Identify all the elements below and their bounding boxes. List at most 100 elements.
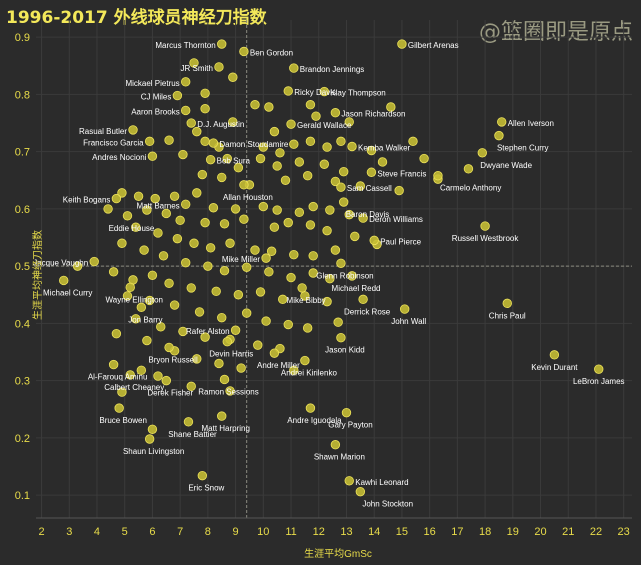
- scatter-point: [122, 211, 133, 221]
- scatter-point: [72, 261, 83, 271]
- scatter-point: [358, 213, 368, 223]
- scatter-point: [128, 125, 138, 135]
- scatter-point: [494, 130, 504, 141]
- point-label: Kemba Walker: [358, 144, 411, 153]
- scatter-point: [214, 358, 224, 369]
- scatter-point: [175, 215, 185, 226]
- scatter-point: [330, 440, 341, 450]
- scatter-point: [480, 221, 490, 231]
- scatter-point: [117, 387, 127, 397]
- scatter-point: [150, 193, 160, 204]
- scatter-point: [336, 182, 346, 192]
- scatter-point: [194, 307, 205, 317]
- scatter-point: [336, 258, 346, 268]
- scatter-point: [463, 164, 474, 174]
- y-tick-label: 0.5: [15, 261, 30, 273]
- point-label: Francisco Garcia: [83, 138, 144, 147]
- scatter-point: [208, 138, 219, 148]
- scatter-point: [549, 350, 560, 360]
- scatter-point: [289, 139, 299, 149]
- point-label: Bryon Russell: [148, 355, 198, 364]
- point-label: Paul Pierce: [380, 237, 421, 246]
- point-label: Allan Houston: [223, 193, 273, 202]
- scatter-point: [255, 287, 266, 297]
- scatter-point: [305, 100, 316, 110]
- x-tick-label: 14: [368, 526, 380, 538]
- scatter-point: [180, 199, 191, 210]
- scatter-point: [214, 62, 224, 72]
- scatter-point: [347, 141, 357, 152]
- scatter-point: [144, 295, 155, 306]
- y-tick-label: 0.9: [15, 32, 30, 44]
- scatter-point: [305, 403, 316, 413]
- point-label: Shaun Livingston: [123, 447, 184, 456]
- scatter-point: [330, 108, 341, 118]
- scatter-point: [161, 375, 171, 386]
- scatter-point: [147, 151, 158, 161]
- scatter-point: [133, 191, 144, 202]
- scatter-point: [366, 167, 377, 177]
- scatter-point: [325, 205, 335, 215]
- scatter-point: [336, 332, 346, 343]
- scatter-point: [217, 39, 227, 49]
- scatter-point: [169, 300, 180, 310]
- point-label: Sam Cassell: [347, 184, 392, 193]
- point-label: Deron Williams: [369, 215, 423, 224]
- scatter-point: [330, 176, 341, 187]
- scatter-point: [294, 207, 305, 218]
- point-label: Michael Redd: [332, 284, 381, 293]
- x-tick-label: 10: [257, 526, 269, 538]
- scatter-point: [333, 317, 343, 327]
- x-axis-label: 生涯平均GmSc: [304, 547, 372, 560]
- point-label: Chris Paul: [489, 311, 526, 320]
- scatter-point: [319, 86, 329, 97]
- x-tick-label: 7: [177, 526, 183, 538]
- scatter-point: [280, 175, 291, 185]
- scatter-point: [200, 217, 210, 228]
- scatter-point: [344, 476, 354, 486]
- scatter-point: [272, 205, 282, 215]
- point-label: Shawn Marion: [314, 453, 365, 462]
- scatter-point: [139, 245, 149, 255]
- scatter-point: [144, 434, 155, 444]
- point-label: D.J. Augustin: [197, 120, 244, 129]
- point-label: Gilbert Arenas: [408, 41, 459, 50]
- scatter-point: [355, 181, 366, 191]
- scatter-point: [125, 282, 135, 293]
- point-label: Brandon Jennings: [300, 65, 365, 74]
- scatter-point: [122, 291, 133, 301]
- scatter-point: [180, 258, 191, 268]
- point-label: Eric Snow: [188, 484, 224, 493]
- scatter-point: [219, 266, 230, 276]
- scatter-point: [394, 185, 404, 196]
- y-tick-label: 0.6: [15, 204, 30, 216]
- point-label: Ricky Davis: [294, 88, 336, 97]
- scatter-point: [350, 231, 360, 242]
- scatter-point: [322, 225, 332, 236]
- y-tick-label: 0.2: [15, 433, 30, 445]
- scatter-point: [172, 90, 183, 101]
- scatter-point: [189, 58, 199, 68]
- point-label: Gary Payton: [328, 421, 372, 430]
- scatter-point: [228, 117, 238, 127]
- scatter-point: [305, 136, 316, 147]
- scatter-point: [264, 267, 274, 277]
- scatter-point: [225, 386, 235, 396]
- scatter-point: [178, 326, 188, 337]
- scatter-point: [341, 407, 352, 418]
- scatter-point: [153, 228, 163, 238]
- scatter-point: [200, 332, 210, 342]
- scatter-point: [239, 180, 249, 190]
- scatter-point: [308, 201, 318, 212]
- scatter-point: [358, 294, 368, 305]
- point-label: Kawhi Leonard: [355, 478, 408, 487]
- scatter-point: [283, 319, 293, 330]
- point-label: Jason Kidd: [325, 346, 365, 355]
- scatter-point: [142, 335, 152, 346]
- scatter-point: [336, 136, 346, 147]
- scatter-point: [156, 322, 166, 332]
- scatter-point: [272, 161, 282, 171]
- y-tick-label: 0.7: [15, 147, 30, 159]
